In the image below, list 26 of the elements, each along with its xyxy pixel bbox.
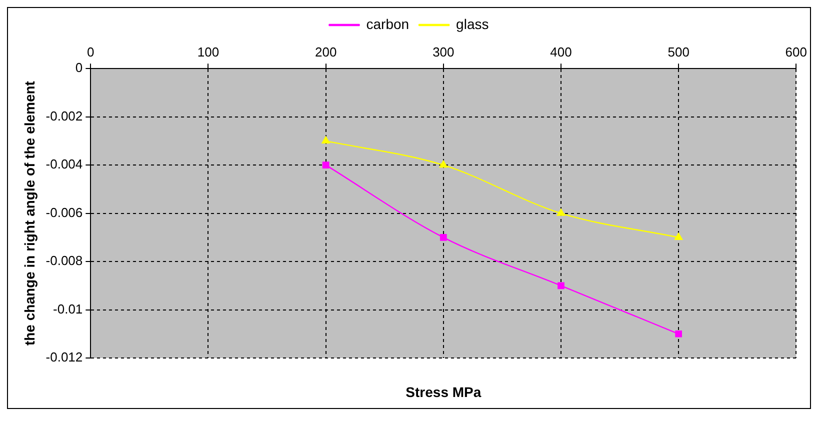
- point: [440, 234, 447, 241]
- x-tick-label: 100: [197, 44, 220, 60]
- point: [674, 232, 683, 240]
- legend-label: carbon: [366, 16, 410, 32]
- point: [675, 330, 682, 338]
- x-tick-label: 400: [550, 44, 572, 60]
- point: [558, 282, 564, 290]
- point: [439, 160, 448, 168]
- y-tick-label: -0.006: [46, 204, 83, 220]
- y-tick-label: -0.01: [53, 301, 83, 316]
- point: [322, 162, 330, 168]
- x-tick-label: 200: [314, 44, 337, 60]
- point: [322, 136, 330, 144]
- x-tick-label: 600: [785, 44, 808, 60]
- x-tick-label: 300: [432, 44, 454, 60]
- point: [556, 208, 566, 216]
- x-axis-title: Stress MPa: [406, 384, 482, 400]
- y-tick-label: -0.012: [46, 350, 83, 365]
- y-tick-label: -0.002: [46, 108, 83, 124]
- y-axis-title: the change in right angle of the element: [21, 80, 38, 346]
- y-tick-label: 0: [75, 60, 83, 76]
- legend-label: glass: [456, 16, 489, 32]
- y-tick-label: -0.008: [46, 253, 83, 268]
- x-tick-label: 500: [668, 44, 690, 60]
- x-tick-label: 0: [87, 44, 94, 60]
- y-tick-label: -0.004: [46, 156, 83, 172]
